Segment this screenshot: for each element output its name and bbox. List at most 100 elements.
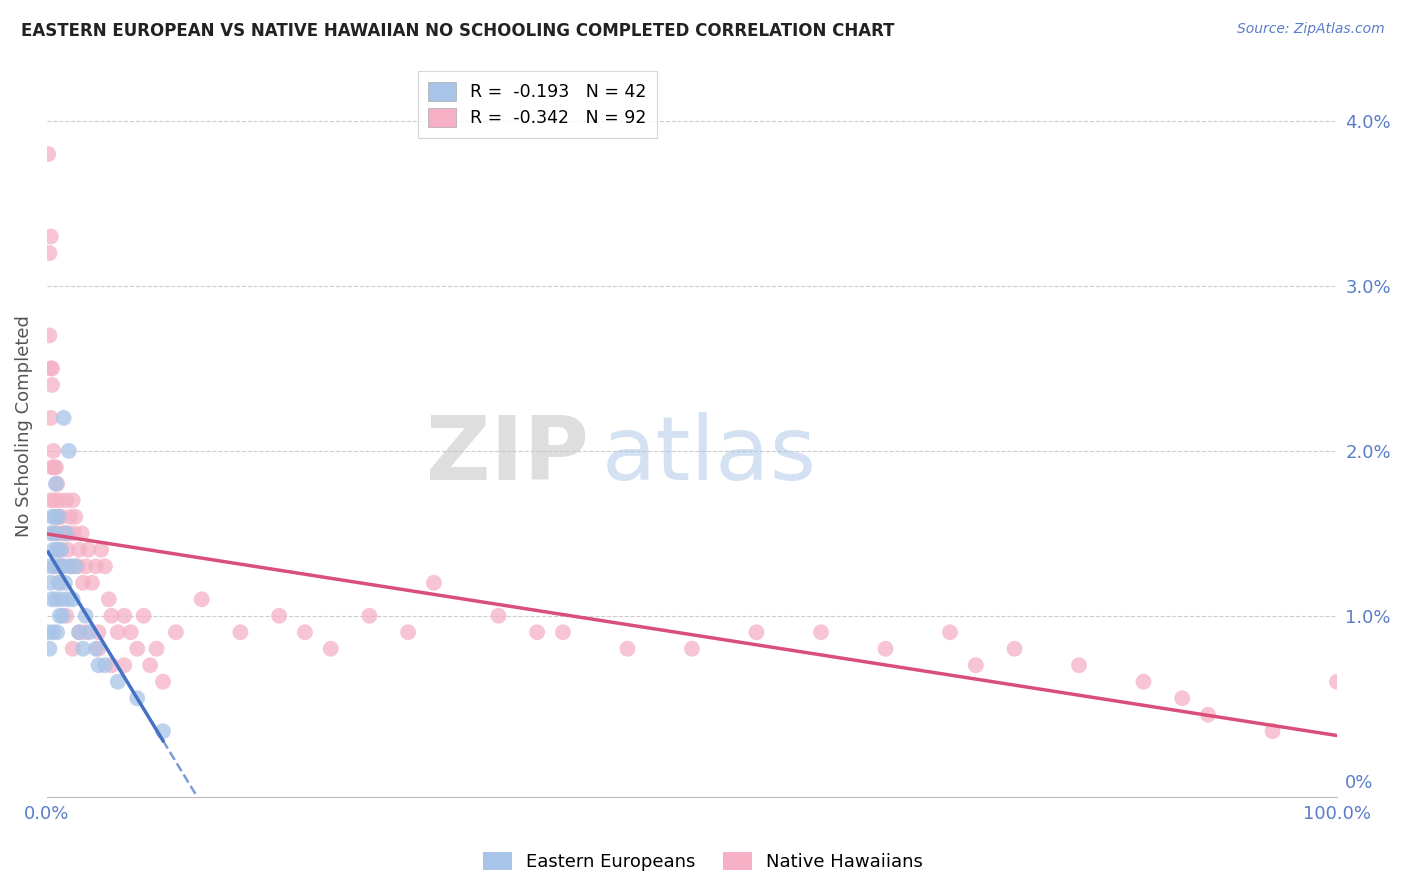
Point: [44, 509, 66, 524]
Point: [488, 608, 510, 623]
Point: [745, 625, 768, 640]
Text: atlas: atlas: [602, 412, 817, 500]
Point: [1261, 724, 1284, 739]
Point: [59, 559, 82, 574]
Point: [56, 542, 79, 557]
Point: [42, 526, 65, 541]
Point: [45, 476, 67, 491]
Point: [94, 559, 117, 574]
Point: [39, 526, 62, 541]
Point: [39, 493, 62, 508]
Point: [49, 509, 72, 524]
Point: [229, 625, 252, 640]
Point: [72, 641, 94, 656]
Point: [75, 608, 97, 623]
Point: [65, 509, 87, 524]
Text: Source: ZipAtlas.com: Source: ZipAtlas.com: [1237, 22, 1385, 37]
Point: [62, 493, 84, 508]
Point: [551, 625, 574, 640]
Point: [38, 559, 60, 574]
Point: [49, 608, 72, 623]
Point: [37, 147, 59, 161]
Point: [60, 559, 83, 574]
Point: [65, 559, 87, 574]
Point: [39, 410, 62, 425]
Point: [127, 641, 149, 656]
Point: [70, 526, 93, 541]
Point: [39, 575, 62, 590]
Legend: Eastern Europeans, Native Hawaiians: Eastern Europeans, Native Hawaiians: [475, 845, 931, 879]
Point: [139, 658, 162, 673]
Point: [107, 674, 129, 689]
Point: [41, 460, 63, 475]
Point: [49, 493, 72, 508]
Point: [44, 493, 66, 508]
Point: [132, 608, 155, 623]
Point: [39, 361, 62, 376]
Point: [79, 625, 101, 640]
Point: [46, 526, 69, 541]
Point: [46, 625, 69, 640]
Point: [1197, 707, 1219, 722]
Point: [1004, 641, 1026, 656]
Point: [55, 608, 77, 623]
Text: ZIP: ZIP: [426, 412, 589, 500]
Point: [44, 559, 66, 574]
Point: [66, 559, 89, 574]
Point: [48, 509, 70, 524]
Text: EASTERN EUROPEAN VS NATIVE HAWAIIAN NO SCHOOLING COMPLETED CORRELATION CHART: EASTERN EUROPEAN VS NATIVE HAWAIIAN NO S…: [21, 22, 894, 40]
Point: [44, 559, 66, 574]
Point: [42, 443, 65, 458]
Point: [44, 460, 66, 475]
Point: [41, 509, 63, 524]
Point: [49, 542, 72, 557]
Point: [37, 625, 59, 640]
Point: [41, 378, 63, 392]
Point: [53, 526, 76, 541]
Point: [48, 559, 70, 574]
Point: [51, 559, 73, 574]
Point: [49, 592, 72, 607]
Point: [269, 608, 291, 623]
Point: [62, 592, 84, 607]
Point: [87, 641, 110, 656]
Point: [810, 625, 832, 640]
Point: [681, 641, 703, 656]
Point: [423, 575, 446, 590]
Point: [48, 509, 70, 524]
Point: [294, 625, 316, 640]
Point: [56, 592, 79, 607]
Point: [1067, 658, 1090, 673]
Point: [94, 658, 117, 673]
Point: [90, 542, 112, 557]
Point: [42, 625, 65, 640]
Point: [97, 592, 120, 607]
Point: [49, 542, 72, 557]
Point: [616, 641, 638, 656]
Point: [55, 526, 77, 541]
Point: [48, 575, 70, 590]
Point: [39, 229, 62, 244]
Point: [46, 542, 69, 557]
Point: [112, 658, 135, 673]
Point: [875, 641, 897, 656]
Point: [58, 443, 80, 458]
Point: [67, 625, 90, 640]
Point: [49, 559, 72, 574]
Point: [939, 625, 962, 640]
Point: [1326, 674, 1348, 689]
Point: [75, 625, 97, 640]
Point: [67, 542, 90, 557]
Point: [51, 608, 73, 623]
Point: [49, 575, 72, 590]
Point: [87, 625, 110, 640]
Point: [62, 641, 84, 656]
Point: [145, 641, 167, 656]
Point: [38, 641, 60, 656]
Legend: R =  -0.193   N = 42, R =  -0.342   N = 92: R = -0.193 N = 42, R = -0.342 N = 92: [418, 71, 657, 137]
Point: [100, 658, 122, 673]
Point: [58, 526, 80, 541]
Point: [46, 542, 69, 557]
Point: [396, 625, 419, 640]
Point: [526, 625, 548, 640]
